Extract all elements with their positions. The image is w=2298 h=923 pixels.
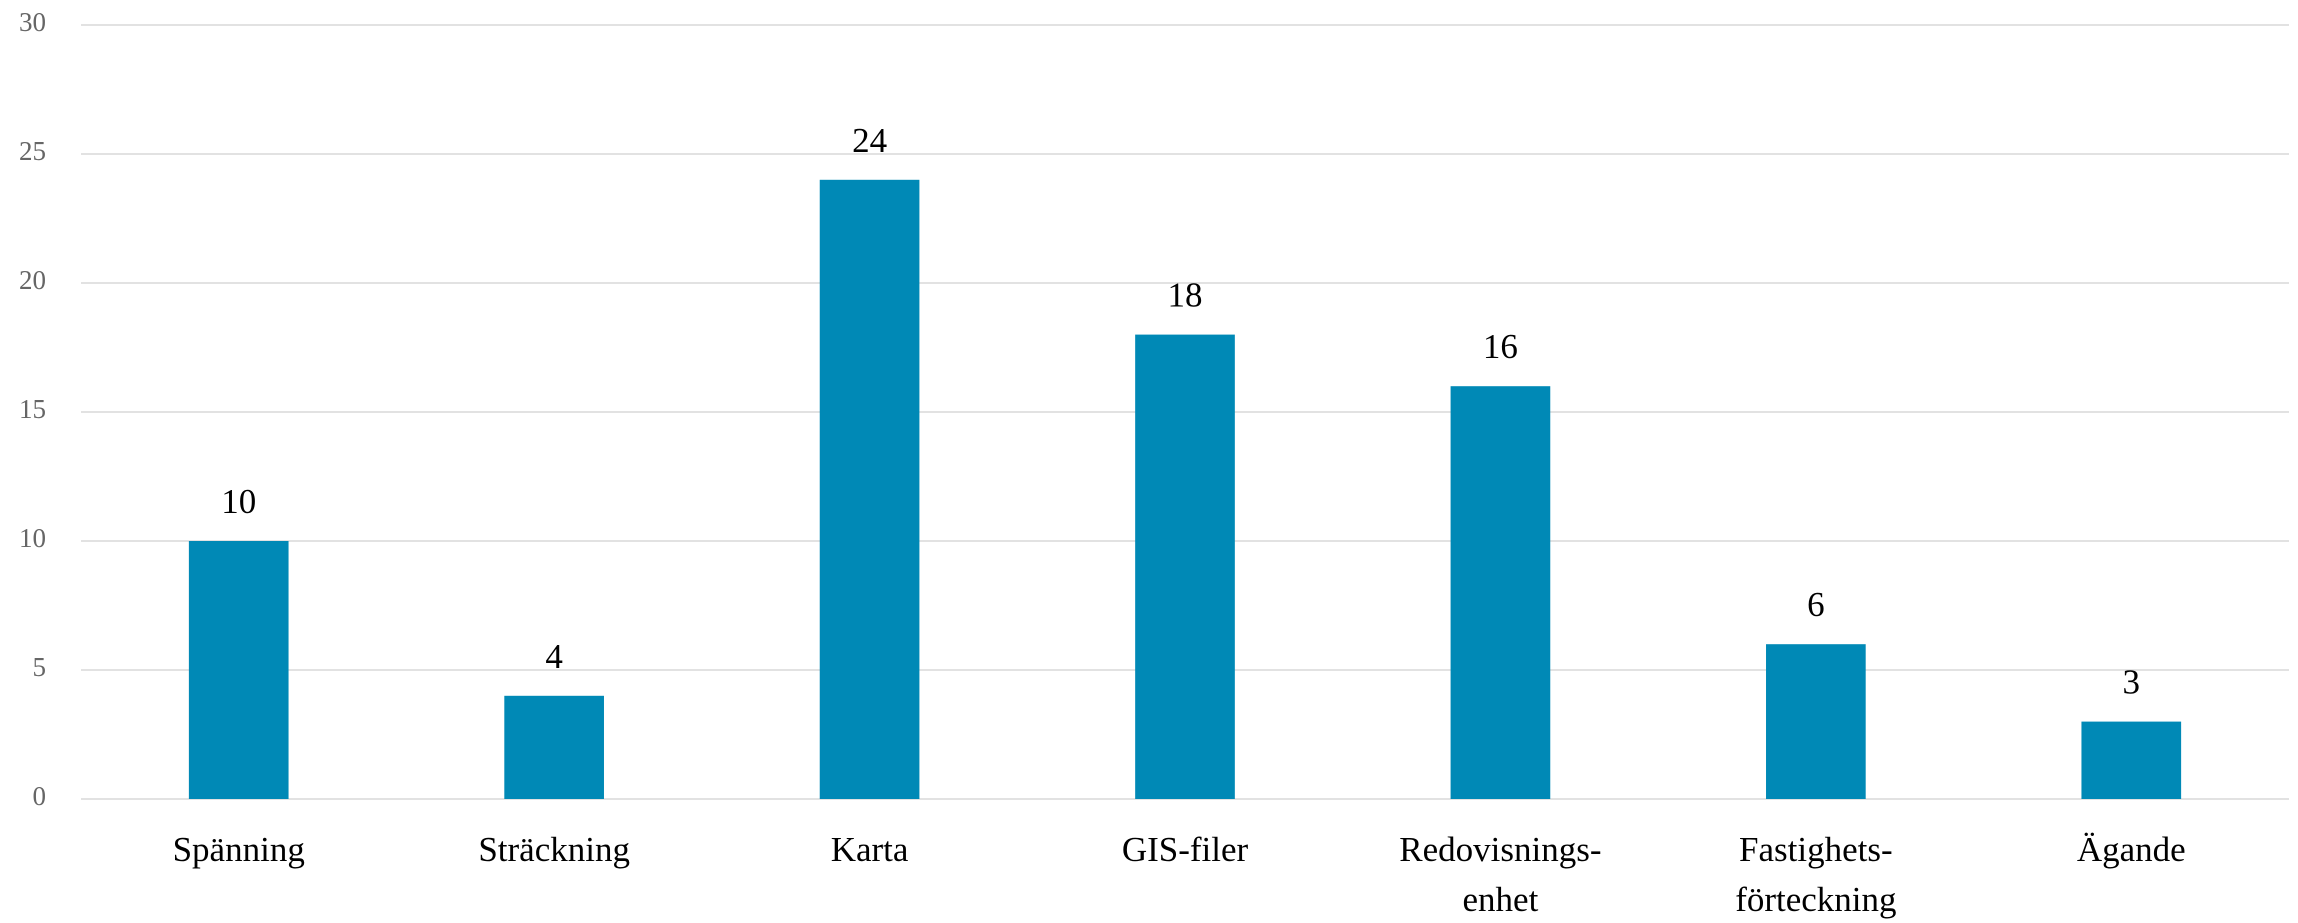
- x-tick-label: Sträckning: [478, 830, 630, 869]
- x-tick-label: Ägande: [2077, 830, 2186, 869]
- y-tick-label: 0: [33, 781, 47, 811]
- y-tick-label: 30: [19, 7, 46, 37]
- bar: [1766, 644, 1866, 799]
- y-tick-label: 20: [19, 265, 46, 295]
- bar: [1135, 334, 1235, 799]
- bar: [819, 179, 920, 800]
- bar: [188, 541, 289, 799]
- value-label: 4: [545, 637, 563, 676]
- value-label: 3: [2123, 663, 2141, 702]
- x-tick-label: GIS-filer: [1122, 830, 1249, 869]
- y-tick-label: 15: [19, 394, 46, 424]
- bar: [504, 695, 604, 799]
- x-tick-label: Karta: [831, 830, 909, 869]
- y-tick-label: 10: [19, 523, 46, 553]
- x-tick-label: Spänning: [173, 830, 305, 869]
- value-label: 10: [221, 482, 256, 521]
- y-tick-label: 25: [19, 136, 46, 166]
- value-label: 18: [1168, 276, 1203, 315]
- value-label: 16: [1483, 327, 1518, 366]
- value-label: 24: [852, 121, 887, 160]
- y-tick-label: 5: [33, 652, 47, 682]
- bar: [2081, 721, 2182, 799]
- bar: [1450, 386, 1551, 799]
- value-label: 6: [1807, 585, 1825, 624]
- x-tick-label: Fastighets-förteckning: [1735, 830, 1896, 919]
- x-tick-label: Redovisnings-enhet: [1399, 830, 1601, 919]
